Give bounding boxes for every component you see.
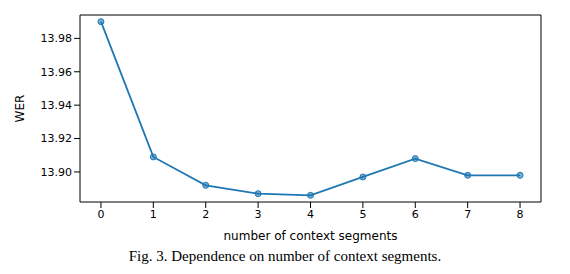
svg-text:7: 7 [464,208,471,221]
svg-text:13.90: 13.90 [41,166,73,179]
svg-text:1: 1 [150,208,157,221]
svg-text:5: 5 [359,208,366,221]
svg-text:0: 0 [97,208,104,221]
svg-text:6: 6 [412,208,419,221]
html-text:Fig. 3. Dependence on number o: Fig. 3. Dependence on number of context … [128,248,442,264]
svg-text:number of context segments: number of context segments [224,229,398,243]
svg-text:13.96: 13.96 [41,66,73,79]
svg-text:2: 2 [202,208,209,221]
svg-text:13.98: 13.98 [41,32,73,45]
svg-text:13.92: 13.92 [41,132,73,145]
svg-text:4: 4 [307,208,314,221]
svg-text:3: 3 [255,208,262,221]
svg-text:WER: WER [13,95,27,123]
svg-text:8: 8 [517,208,524,221]
svg-text:13.94: 13.94 [41,99,73,112]
